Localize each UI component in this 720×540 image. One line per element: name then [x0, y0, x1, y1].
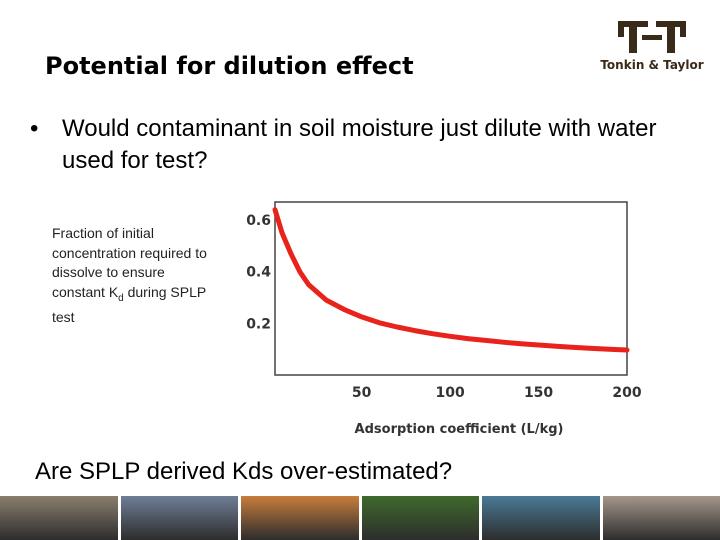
logo-text: Tonkin & Taylor	[600, 58, 704, 72]
adsorption-chart: 0.2 0.4 0.6 50 100 150 200 Adsorption coefficie…	[246, 201, 642, 437]
x-tick-label: 50	[352, 385, 372, 401]
photo-tile	[0, 496, 118, 540]
side-label-line: dissolve to ensure	[52, 264, 165, 280]
photo-tile	[599, 496, 720, 540]
photo-tile	[358, 496, 479, 540]
x-tick-label: 100	[435, 385, 464, 401]
bullet-text: Would contaminant in soil moisture just …	[62, 115, 657, 174]
question-text: Are SPLP derived Kds over-estimated?	[35, 458, 453, 485]
photo-tile	[479, 496, 600, 540]
photo-tile	[238, 496, 359, 540]
x-tick-label: 200	[612, 385, 641, 401]
slide-title: Potential for dilution effect	[45, 52, 414, 80]
y-tick-label: 0.4	[246, 265, 271, 281]
side-label-line: constant Kd during SPLP	[52, 283, 207, 304]
series-line	[272, 207, 630, 353]
side-label-line: Fraction of initial	[52, 225, 154, 241]
y-tick-label: 0.6	[246, 213, 271, 229]
photo-tile	[117, 496, 238, 540]
chart-side-label: Fraction of initial concentration requir…	[52, 224, 237, 327]
x-tick-label: 150	[524, 385, 553, 401]
x-axis-label: Adsorption coefficient (L/kg)	[355, 422, 564, 437]
side-label-line: test	[52, 308, 75, 325]
plot-frame	[274, 201, 628, 376]
footer-photo-strip	[0, 496, 720, 540]
side-label-line: concentration required to	[52, 244, 207, 261]
y-tick-label: 0.2	[246, 316, 271, 332]
tt-monogram-icon	[618, 21, 686, 53]
tonkin-taylor-logo: Tonkin & Taylor	[592, 18, 712, 78]
bullet-dot: •	[30, 115, 39, 142]
